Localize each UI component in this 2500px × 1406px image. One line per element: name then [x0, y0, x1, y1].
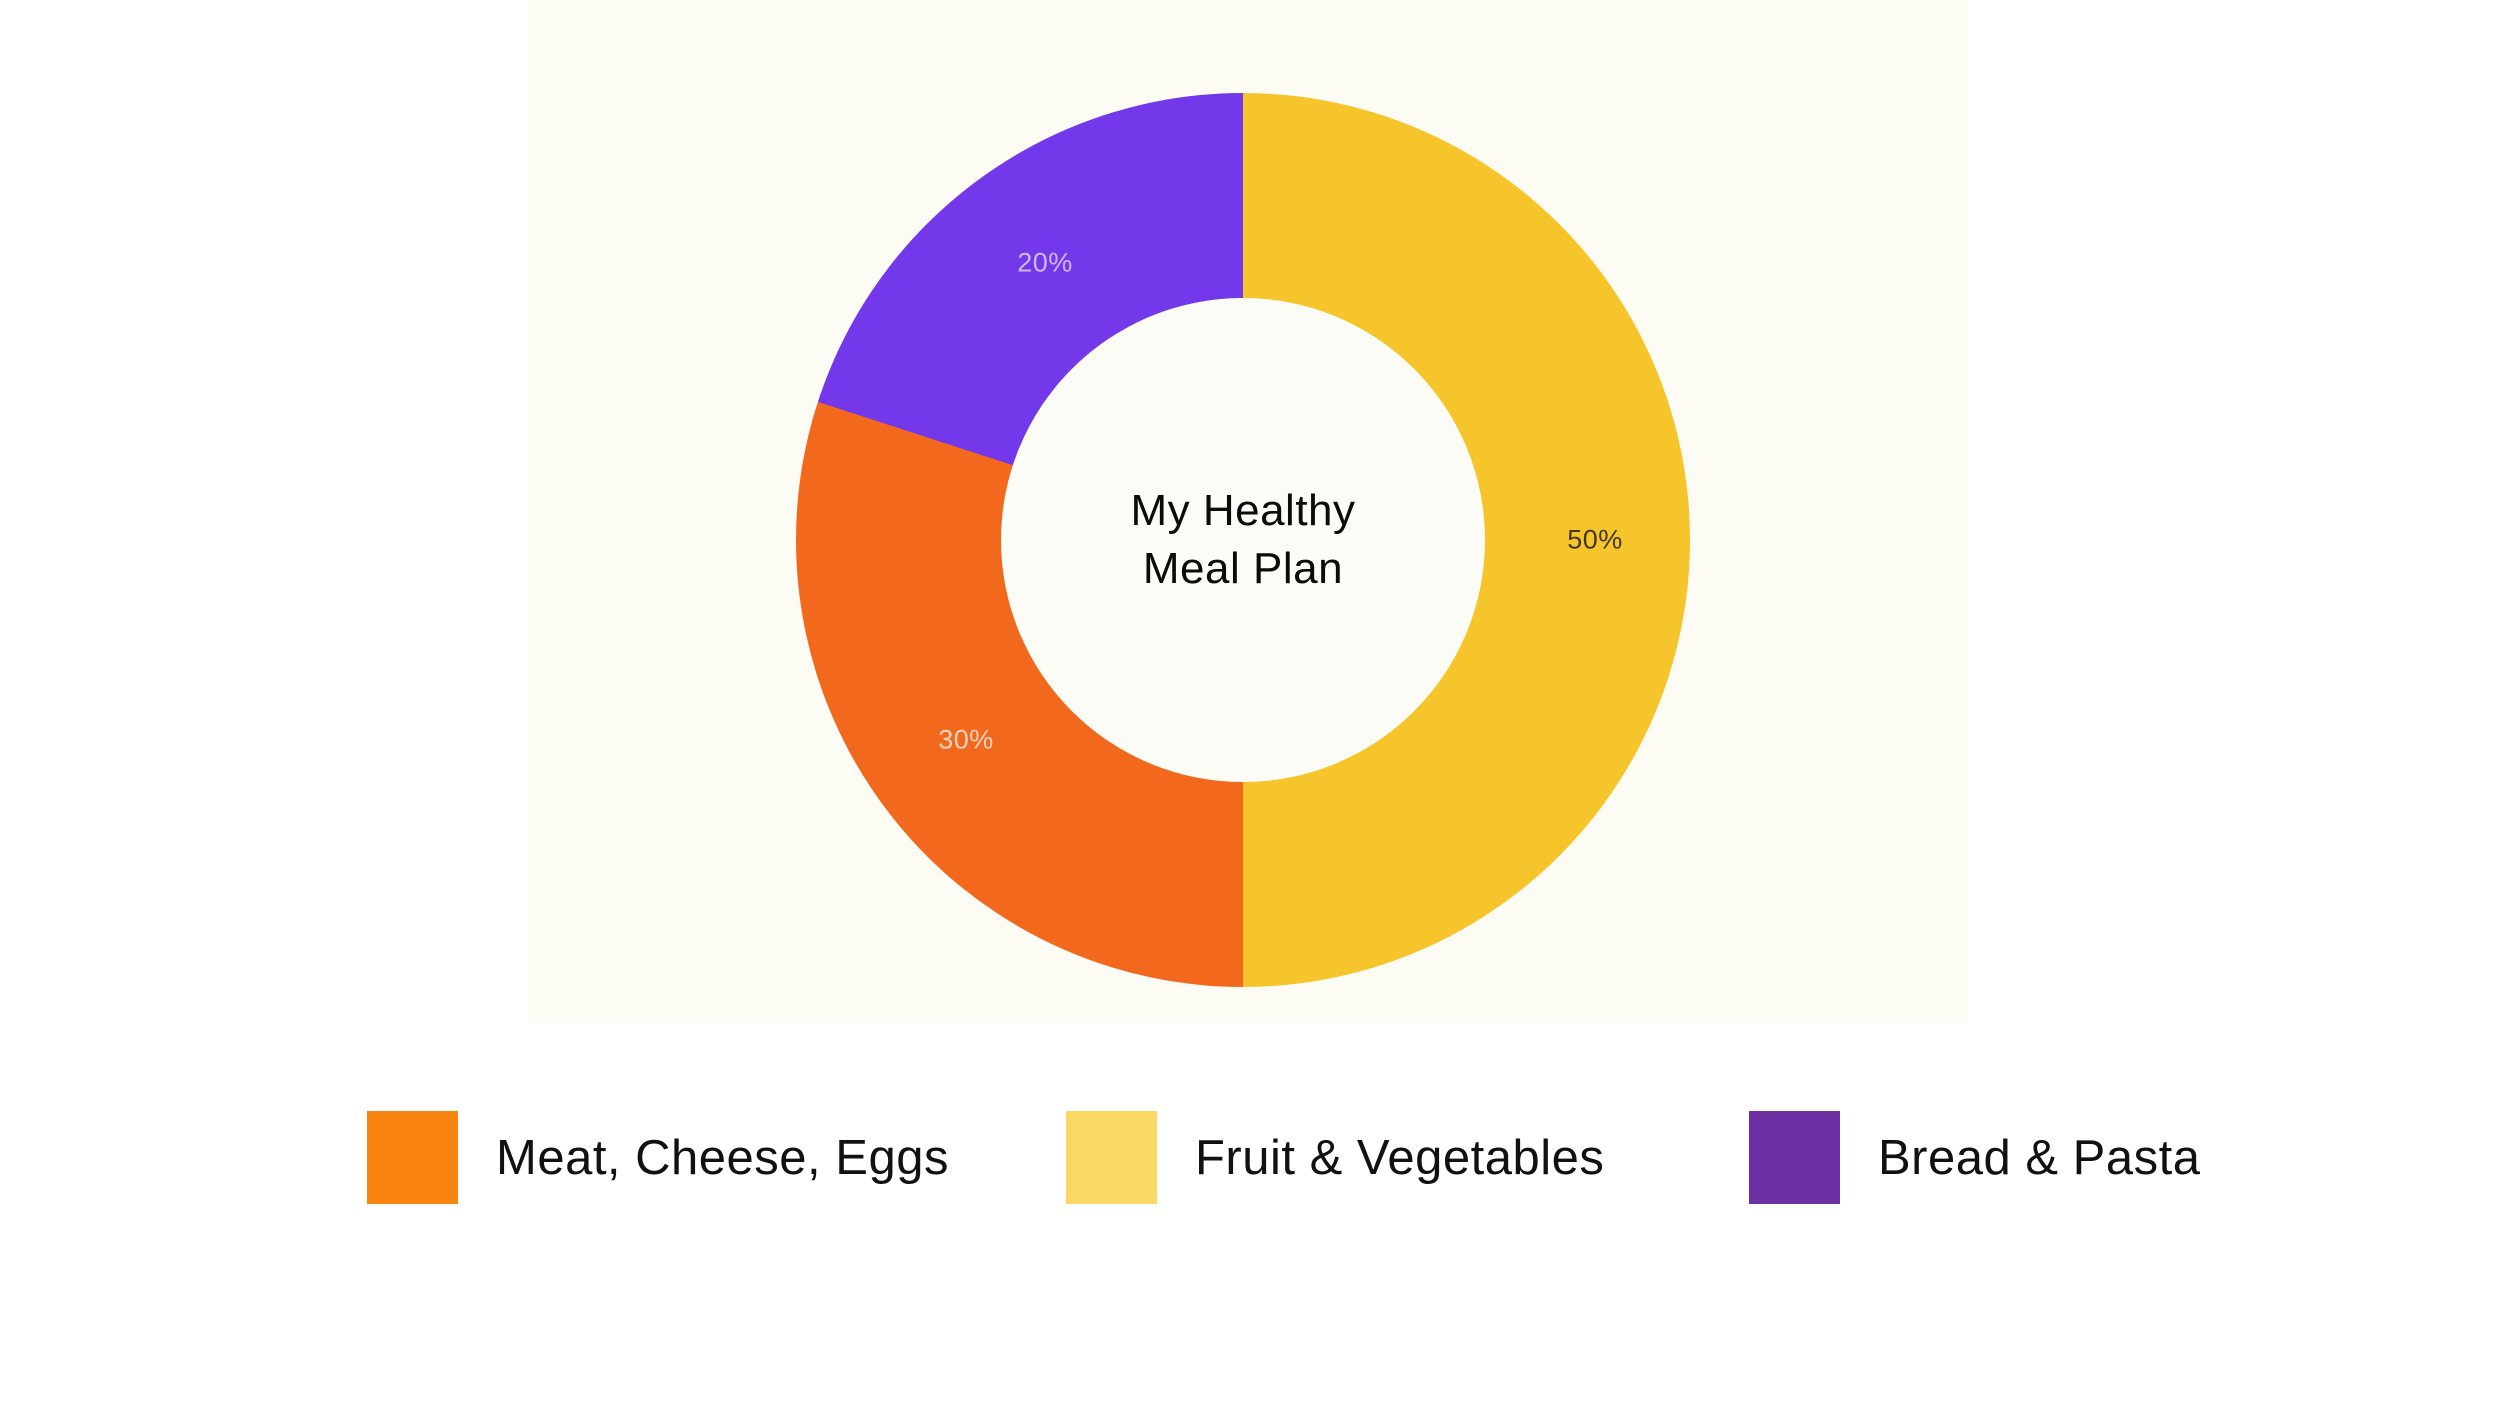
slice-label-meat-cheese-eggs: 30% — [938, 724, 994, 755]
chart-title-line-1: My Healthy — [1130, 486, 1356, 535]
legend-item-meat-cheese-eggs: Meat, Cheese, Eggs — [367, 1111, 949, 1204]
slice-label-bread-pasta: 20% — [1017, 247, 1073, 278]
donut-hole: My Healthy Meal Plan — [1001, 298, 1485, 782]
legend-label-fruit-vegetables: Fruit & Vegetables — [1195, 1130, 1605, 1185]
donut-chart: 50% 30% 20% My Healthy Meal Plan — [796, 93, 1690, 987]
legend-label-bread-pasta: Bread & Pasta — [1878, 1130, 2201, 1185]
legend-label-meat-cheese-eggs: Meat, Cheese, Eggs — [496, 1130, 949, 1185]
legend-swatch-fruit-vegetables — [1066, 1111, 1157, 1204]
legend-item-fruit-vegetables: Fruit & Vegetables — [1066, 1111, 1604, 1204]
chart-title-line-2: Meal Plan — [1142, 544, 1344, 593]
slice-label-fruit-vegetables: 50% — [1567, 524, 1623, 555]
chart-title: My Healthy Meal Plan — [1130, 482, 1355, 598]
legend-swatch-bread-pasta — [1749, 1111, 1840, 1204]
legend-item-bread-pasta: Bread & Pasta — [1749, 1111, 2200, 1204]
legend-swatch-meat-cheese-eggs — [367, 1111, 458, 1204]
